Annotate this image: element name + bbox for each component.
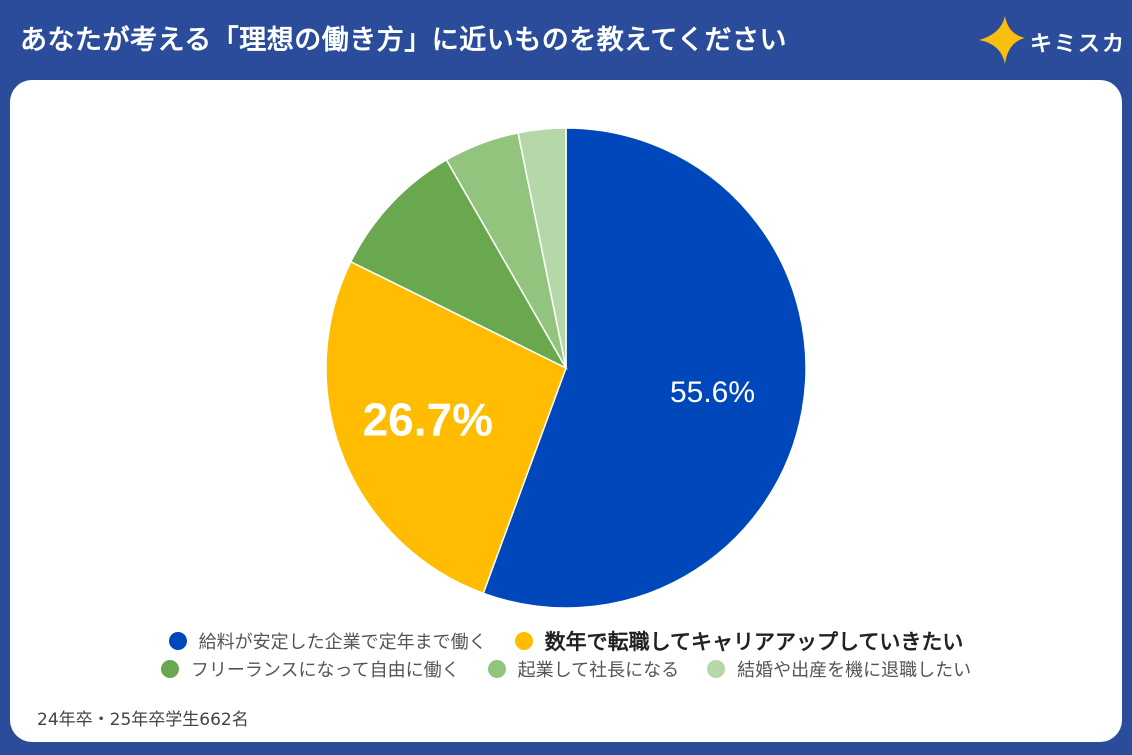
pie-slice [325, 260, 567, 595]
pie-slice [517, 127, 567, 369]
legend-label: 起業して社長になる [517, 660, 680, 681]
legend-label: 数年で転職してキャリアアップしていきたい [544, 630, 964, 654]
legend-item: 結婚や出産を機に退職したい [707, 656, 971, 682]
legend-swatch [168, 632, 187, 650]
legend-item: 起業して社長になる [487, 656, 680, 682]
legend-label: フリーランスになって自由に働く [190, 660, 460, 681]
slice-label: 26.7% [363, 393, 493, 445]
legend-swatch [707, 660, 726, 678]
legend-swatch [514, 632, 533, 650]
sample-note: 24年卒・25年卒学生662名 [37, 710, 249, 730]
slice-label: 55.6% [670, 376, 755, 409]
legend-item: 給料が安定した企業で定年まで働く [168, 628, 487, 654]
legend-row-1: 給料が安定した企業で定年まで働く 数年で転職してキャリアアップしていきたい [0, 626, 1132, 656]
page-title: あなたが考える「理想の働き方」に近いものを教えてください [20, 25, 788, 56]
pie-slice [482, 127, 807, 609]
legend-item: 数年で転職してキャリアアップしていきたい [514, 626, 964, 656]
logo-text: キミスカ [1030, 32, 1127, 57]
star-logo-icon [979, 16, 1025, 64]
legend-label: 給料が安定した企業で定年まで働く [198, 632, 487, 653]
legend-row-2: フリーランスになって自由に働く 起業して社長になる 結婚や出産を機に退職したい [0, 656, 1132, 682]
legend-label: 結婚や出産を機に退職したい [737, 660, 972, 681]
pie-slice [349, 158, 568, 370]
legend-swatch [160, 660, 179, 678]
legend-swatch [487, 660, 506, 678]
legend-item: フリーランスになって自由に働く [160, 656, 460, 682]
